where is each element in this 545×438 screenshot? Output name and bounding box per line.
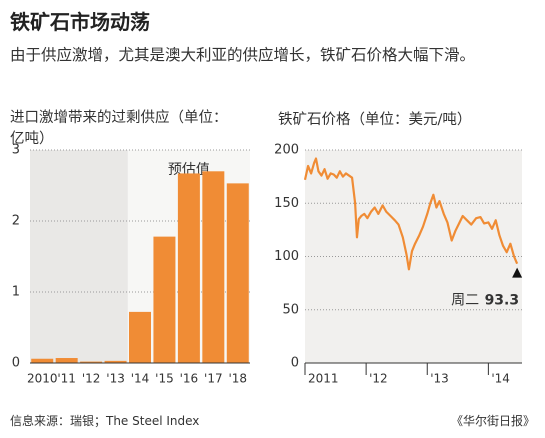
x-tick-label: 2010 — [27, 372, 58, 386]
y-tick-label: 3 — [12, 143, 20, 158]
bar — [129, 311, 151, 363]
y-tick-label: 50 — [282, 302, 299, 317]
x-tick-label: '17 — [204, 372, 223, 386]
chart-title: 进口激增带来的过剩供应（单位：亿吨） — [10, 110, 228, 147]
bar — [104, 360, 127, 363]
x-tick-label: '15 — [155, 372, 174, 386]
y-tick-label: 150 — [274, 196, 299, 211]
x-tick-label: '16 — [180, 372, 199, 386]
x-tick-label: '14 — [131, 372, 150, 386]
x-tick-label: '13 — [430, 372, 449, 386]
source: 信息来源：瑞银；The Steel Index — [10, 414, 200, 428]
x-tick-label: '14 — [491, 372, 510, 386]
price-line — [303, 157, 519, 271]
bar — [177, 173, 200, 363]
page-title: 铁矿石市场动荡 — [10, 10, 150, 34]
y-tick-label: 0 — [12, 356, 20, 371]
bar — [153, 236, 176, 363]
x-tick-label: 2011 — [308, 372, 339, 386]
y-tick-label: 100 — [274, 249, 299, 264]
end-value: 93.3 — [485, 293, 520, 309]
bar — [80, 361, 103, 363]
chart-title: 铁矿石价格（单位：美元/吨） — [278, 112, 472, 128]
y-tick-label: 0 — [291, 356, 299, 371]
bar — [31, 358, 54, 363]
x-tick-label: '12 — [369, 372, 388, 386]
end-label: 周二 — [451, 293, 479, 309]
x-tick-label: '12 — [82, 372, 101, 386]
bar — [226, 183, 249, 363]
x-tick-label: '13 — [106, 372, 125, 386]
x-tick-label: '11 — [57, 372, 76, 386]
subtitle: 由于供应激增，尤其是澳大利亚的供应增长，铁矿石价格大幅下滑。 — [10, 46, 476, 64]
bar — [202, 171, 225, 363]
y-tick-label: 1 — [12, 285, 20, 300]
end-marker — [512, 267, 523, 278]
x-tick-label: '18 — [228, 372, 247, 386]
y-tick-label: 2 — [12, 214, 20, 229]
credit: 《华尔街日报》 — [450, 414, 535, 428]
y-tick-label: 200 — [274, 143, 299, 158]
bar — [55, 358, 78, 363]
